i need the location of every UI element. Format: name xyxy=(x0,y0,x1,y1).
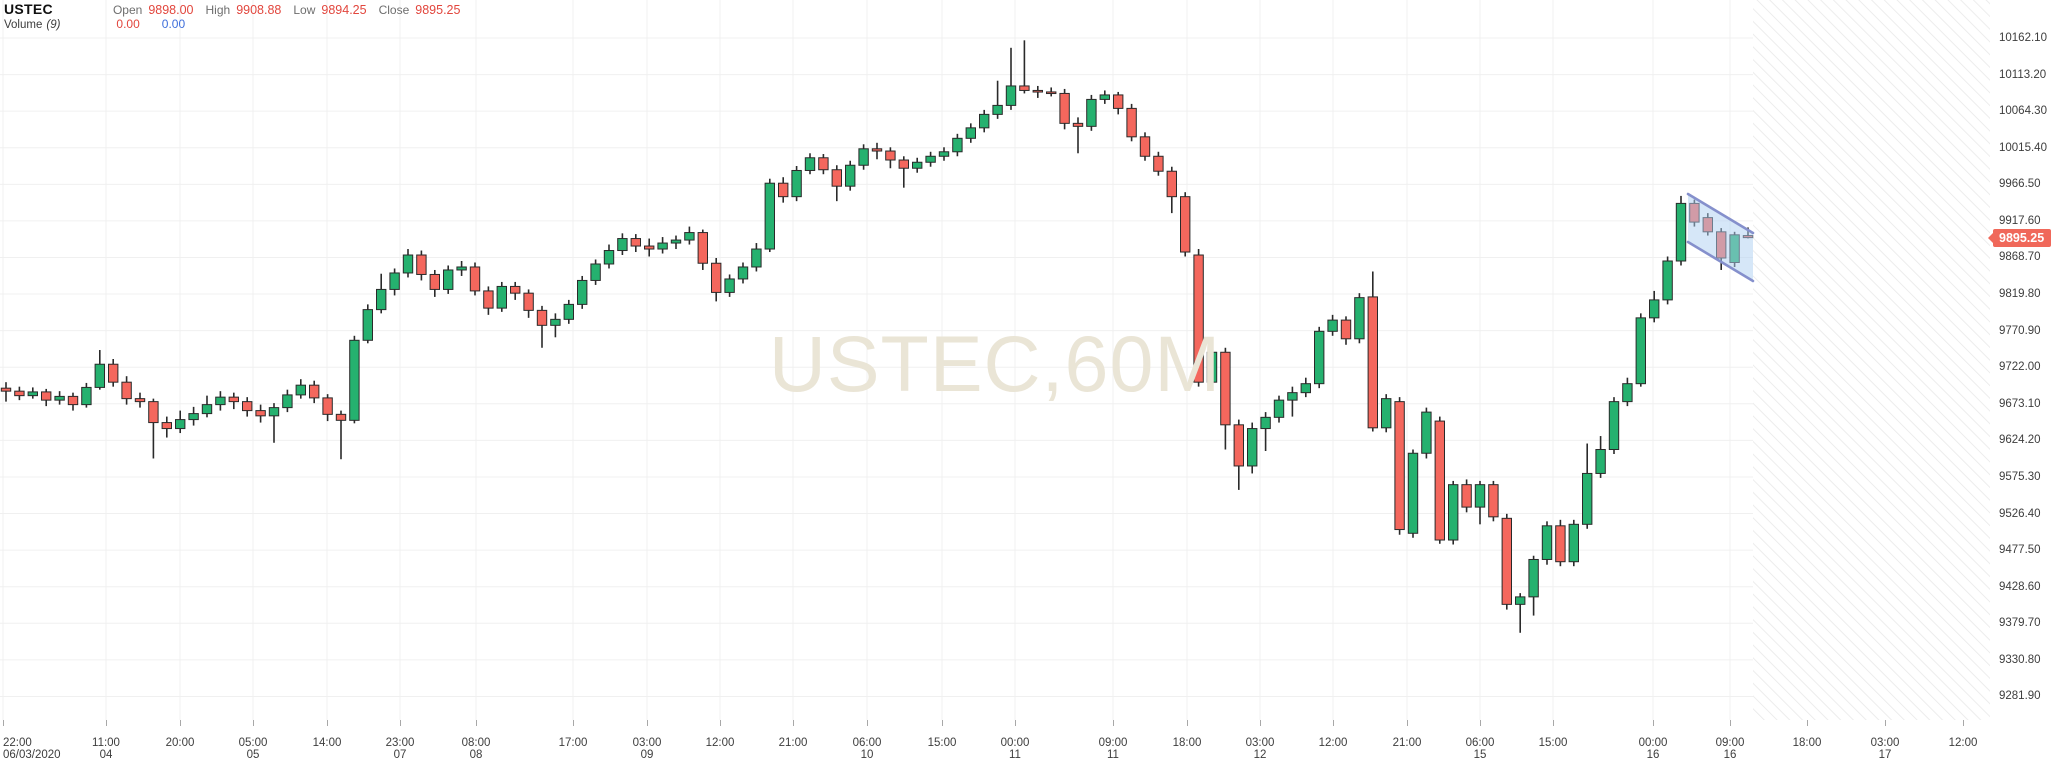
time-axis-label: 20:00 xyxy=(165,737,195,749)
time-axis-tick xyxy=(793,720,794,726)
price-axis-label: 10015.40 xyxy=(1999,141,2047,154)
time-axis-tick xyxy=(1807,720,1808,726)
time-axis-tick xyxy=(1015,720,1016,726)
time-axis-label: 22:00 06/03/2020 xyxy=(3,737,61,761)
time-axis-label: 06:00 15 xyxy=(1465,737,1495,761)
time-axis-tick xyxy=(647,720,648,726)
time-axis-tick xyxy=(720,720,721,726)
time-axis-label: 15:00 xyxy=(1538,737,1568,749)
time-axis-label: 00:00 16 xyxy=(1638,737,1668,761)
time-axis-tick xyxy=(942,720,943,726)
close-label: Close xyxy=(378,3,410,17)
time-axis-label: 17:00 xyxy=(558,737,588,749)
price-axis-label: 9477.50 xyxy=(1999,544,2041,557)
time-axis-tick xyxy=(1113,720,1114,726)
time-axis-label: 18:00 xyxy=(1172,737,1202,749)
time-axis-label: 11:00 04 xyxy=(92,737,120,761)
time-axis-tick xyxy=(1260,720,1261,726)
time-axis-label: 05:00 05 xyxy=(238,737,268,761)
time-axis-label: 15:00 xyxy=(927,737,957,749)
time-axis-tick xyxy=(1653,720,1654,726)
time-axis-tick xyxy=(1407,720,1408,726)
parallel-channel-drawing[interactable] xyxy=(1686,192,1755,283)
symbol-watermark: USTEC,60M xyxy=(768,319,1222,408)
price-axis-label: 9281.90 xyxy=(1999,690,2041,703)
price-axis-label: 10162.10 xyxy=(1999,32,2047,44)
volume-legend-row: Volume (9) 0.00 0.00 xyxy=(4,17,460,33)
time-axis-label: 03:00 09 xyxy=(632,737,662,761)
price-axis-label: 10064.30 xyxy=(1999,105,2047,118)
open-value: 9898.00 xyxy=(148,3,194,17)
price-axis[interactable]: 10162.10 10113.20 10064.30 10015.40 9966.50 9… xyxy=(1990,0,2064,720)
price-axis-label: 9624.20 xyxy=(1999,434,2041,447)
gridlines xyxy=(0,0,1990,720)
price-axis-label: 9917.60 xyxy=(1999,214,2041,227)
low-label: Low xyxy=(293,3,316,17)
price-axis-label: 9868.70 xyxy=(1999,251,2041,264)
symbol-title[interactable]: USTEC xyxy=(4,1,53,17)
volume-period: (9) xyxy=(46,19,61,31)
volume-value-red: 0.00 xyxy=(116,17,140,31)
time-axis-label: 09:00 16 xyxy=(1715,737,1745,761)
candlestick-series xyxy=(0,40,1754,633)
time-axis-label: 12:00 xyxy=(705,737,735,749)
current-price-value: 9895.25 xyxy=(1999,230,2045,245)
price-axis-label: 9428.60 xyxy=(1999,580,2041,593)
low-value: 9894.25 xyxy=(321,3,367,17)
time-axis-tick xyxy=(1480,720,1481,726)
time-axis[interactable]: 22:00 06/03/2020 11:00 04 20:00 05:00 05 14:00 2… xyxy=(0,720,2064,763)
time-axis-label: 21:00 xyxy=(1392,737,1422,749)
time-axis-tick xyxy=(1730,720,1731,726)
time-axis-label: 06:00 10 xyxy=(852,737,882,761)
time-axis-tick xyxy=(1963,720,1964,726)
time-axis-tick xyxy=(400,720,401,726)
price-axis-label: 9575.30 xyxy=(1999,470,2041,483)
price-badge-notch-icon xyxy=(1988,232,1993,243)
time-axis-label: 21:00 xyxy=(778,737,808,749)
time-axis-label: 23:00 07 xyxy=(385,737,415,761)
time-axis-tick xyxy=(3,720,4,726)
volume-label[interactable]: Volume xyxy=(4,19,43,31)
time-axis-tick xyxy=(327,720,328,726)
time-axis-tick xyxy=(180,720,181,726)
price-axis-label: 9330.80 xyxy=(1999,653,2041,666)
price-axis-label: 9379.70 xyxy=(1999,617,2041,630)
volume-value-blue: 0.00 xyxy=(161,17,186,31)
future-area xyxy=(1753,0,1990,720)
high-value: 9908.88 xyxy=(236,3,282,17)
time-axis-tick xyxy=(106,720,107,726)
ohlc-legend-row: USTEC Open 9898.00 High 9908.88 Low 9894… xyxy=(4,1,460,17)
time-axis-tick xyxy=(1187,720,1188,726)
open-label: Open xyxy=(112,3,143,17)
price-axis-label: 9722.00 xyxy=(1999,361,2041,374)
price-axis-label: 9770.90 xyxy=(1999,324,2041,337)
time-axis-label: 08:00 08 xyxy=(461,737,491,761)
close-value: 9895.25 xyxy=(415,3,461,17)
price-axis-label: 9526.40 xyxy=(1999,507,2041,520)
time-axis-tick xyxy=(867,720,868,726)
time-axis-tick xyxy=(1553,720,1554,726)
time-axis-tick xyxy=(1333,720,1334,726)
price-axis-label: 9673.10 xyxy=(1999,397,2041,410)
time-axis-label: 03:00 12 xyxy=(1245,737,1275,761)
price-axis-label: 9819.80 xyxy=(1999,288,2041,301)
time-axis-tick xyxy=(476,720,477,726)
time-axis-label: 12:00 xyxy=(1318,737,1348,749)
price-axis-label: 10113.20 xyxy=(1999,68,2047,81)
ohlc-legend: USTEC Open 9898.00 High 9908.88 Low 9894… xyxy=(4,1,460,33)
time-axis-label: 14:00 xyxy=(312,737,342,749)
time-axis-label: 00:00 11 xyxy=(1000,737,1030,761)
time-axis-tick xyxy=(573,720,574,726)
time-axis-tick xyxy=(253,720,254,726)
time-axis-tick xyxy=(1885,720,1886,726)
high-label: High xyxy=(205,3,231,17)
time-axis-label: 12:00 xyxy=(1948,737,1978,749)
price-axis-label: 9966.50 xyxy=(1999,178,2041,191)
time-axis-label: 18:00 xyxy=(1792,737,1822,749)
time-axis-label: 09:00 11 xyxy=(1098,737,1128,761)
current-price-badge: 9895.25 xyxy=(1988,228,2052,247)
time-axis-label: 03:00 17 xyxy=(1870,737,1900,761)
